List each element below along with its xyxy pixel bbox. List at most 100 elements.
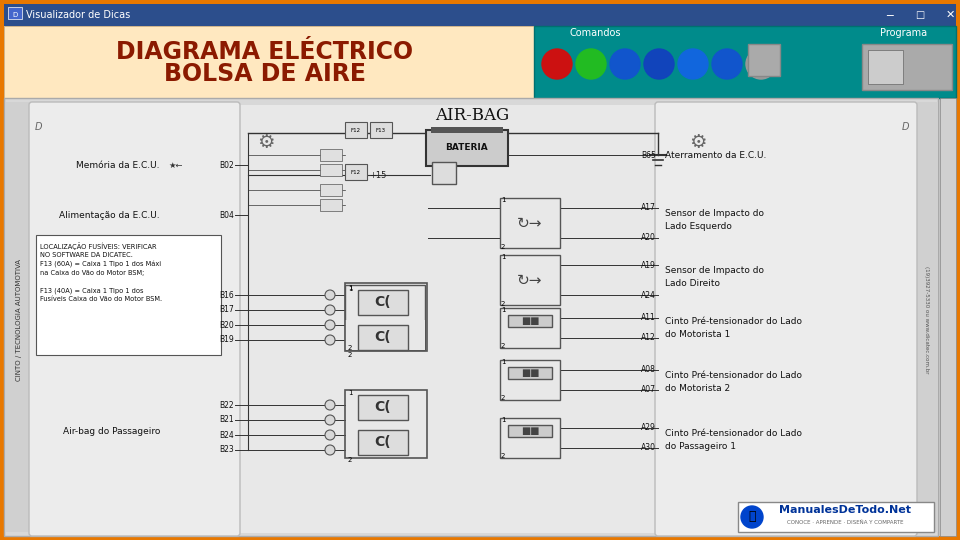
Text: Cinto Pré-tensionador do Lado
do Passageiro 1: Cinto Pré-tensionador do Lado do Passage… xyxy=(665,429,802,451)
Circle shape xyxy=(325,290,335,300)
Text: B19: B19 xyxy=(219,335,234,345)
Text: +30: +30 xyxy=(370,129,387,138)
Text: 1: 1 xyxy=(348,286,352,292)
Text: A30: A30 xyxy=(641,443,656,453)
Text: A20: A20 xyxy=(641,233,656,242)
Bar xyxy=(4,98,938,536)
Text: 2: 2 xyxy=(501,395,505,401)
Text: B23: B23 xyxy=(219,446,234,455)
Text: BOLSA DE AIRE: BOLSA DE AIRE xyxy=(164,62,366,86)
Text: Cinto Pré-tensionador do Lado
do Motorista 1: Cinto Pré-tensionador do Lado do Motoris… xyxy=(665,317,802,339)
Bar xyxy=(500,418,560,458)
Text: B21: B21 xyxy=(220,415,234,424)
Bar xyxy=(508,367,552,379)
Text: 🌐: 🌐 xyxy=(748,510,756,523)
Text: D: D xyxy=(12,12,17,18)
Bar xyxy=(431,127,503,133)
Bar xyxy=(940,98,956,536)
Text: Sensor de Impacto do
Lado Direito: Sensor de Impacto do Lado Direito xyxy=(665,266,764,288)
Bar xyxy=(868,50,903,84)
Text: ■■: ■■ xyxy=(520,316,540,326)
Bar xyxy=(738,502,934,532)
Text: F12: F12 xyxy=(351,170,361,174)
Bar xyxy=(345,164,367,180)
Text: D: D xyxy=(901,122,909,132)
Circle shape xyxy=(325,305,335,315)
Bar xyxy=(4,4,956,26)
Text: 2: 2 xyxy=(348,457,352,463)
Circle shape xyxy=(741,506,763,528)
Text: A17: A17 xyxy=(641,204,656,213)
Bar xyxy=(358,430,408,455)
Text: 1: 1 xyxy=(501,359,505,365)
Text: CINTO / TECNOLOGIA AUTOMOTIVA: CINTO / TECNOLOGIA AUTOMOTIVA xyxy=(16,259,22,381)
Text: ⚙: ⚙ xyxy=(689,133,707,152)
Text: B17: B17 xyxy=(219,306,234,314)
Circle shape xyxy=(325,335,335,345)
Circle shape xyxy=(325,415,335,425)
Text: ↻→: ↻→ xyxy=(517,273,542,287)
Bar xyxy=(345,285,425,350)
Text: AIR-BAG: AIR-BAG xyxy=(435,106,509,124)
Bar xyxy=(36,235,221,355)
Text: ✕: ✕ xyxy=(946,10,954,20)
Text: 2: 2 xyxy=(501,244,505,250)
Bar xyxy=(345,390,427,458)
Text: LOCALIZAÇÃO FUSÍVEIS: VERIFICAR
NO SOFTWARE DA DICATEC.
F13 (60A) = Caixa 1 Tipo: LOCALIZAÇÃO FUSÍVEIS: VERIFICAR NO SOFTW… xyxy=(40,242,162,302)
Bar xyxy=(370,122,392,138)
Text: □: □ xyxy=(916,10,924,20)
Text: B24: B24 xyxy=(219,430,234,440)
Text: A11: A11 xyxy=(641,314,656,322)
Text: B20: B20 xyxy=(219,321,234,329)
Bar xyxy=(426,130,508,166)
Text: 1: 1 xyxy=(501,254,505,260)
Circle shape xyxy=(325,445,335,455)
Text: B04: B04 xyxy=(219,211,234,219)
Circle shape xyxy=(712,49,742,79)
Bar xyxy=(320,184,342,196)
Bar xyxy=(345,122,367,138)
Text: ⚙: ⚙ xyxy=(257,133,275,152)
Bar xyxy=(500,360,560,400)
Text: 2: 2 xyxy=(348,345,352,351)
Text: ■■: ■■ xyxy=(520,426,540,436)
Text: 1: 1 xyxy=(348,390,352,396)
Text: A07: A07 xyxy=(641,386,656,395)
Text: C(: C( xyxy=(374,295,392,309)
Bar xyxy=(4,98,956,536)
Text: Aterramento da E.C.U.: Aterramento da E.C.U. xyxy=(665,151,766,159)
Circle shape xyxy=(325,430,335,440)
Text: 2: 2 xyxy=(348,352,352,358)
Text: Cinto Pré-tensionador do Lado
do Motorista 2: Cinto Pré-tensionador do Lado do Motoris… xyxy=(665,372,802,393)
Bar xyxy=(345,320,425,350)
Bar xyxy=(358,395,408,420)
Bar xyxy=(320,149,342,161)
Bar xyxy=(320,164,342,176)
Text: A19: A19 xyxy=(641,260,656,269)
Bar xyxy=(237,105,658,533)
Text: 2: 2 xyxy=(501,343,505,349)
Bar xyxy=(748,44,780,76)
Text: Alimentação da E.C.U.: Alimentação da E.C.U. xyxy=(60,211,160,219)
Text: F12: F12 xyxy=(351,127,361,132)
Bar xyxy=(500,308,560,348)
Circle shape xyxy=(610,49,640,79)
Circle shape xyxy=(325,320,335,330)
Text: C(: C( xyxy=(374,435,392,449)
Text: Sensor de Impacto do
Lado Esquerdo: Sensor de Impacto do Lado Esquerdo xyxy=(665,209,764,231)
Text: DIAGRAMA ELÉCTRICO: DIAGRAMA ELÉCTRICO xyxy=(116,40,414,64)
Text: A29: A29 xyxy=(641,423,656,433)
Text: Memória da E.C.U.: Memória da E.C.U. xyxy=(77,160,160,170)
Text: Comandos: Comandos xyxy=(570,28,621,38)
FancyBboxPatch shape xyxy=(29,102,240,536)
Circle shape xyxy=(576,49,606,79)
Bar xyxy=(534,26,956,98)
Text: F13: F13 xyxy=(376,127,386,132)
Text: C(: C( xyxy=(374,400,392,414)
Bar xyxy=(4,26,534,98)
Bar xyxy=(358,290,408,315)
Bar xyxy=(6,102,32,532)
Text: Visualizador de Dicas: Visualizador de Dicas xyxy=(26,10,131,20)
Text: +15: +15 xyxy=(370,171,387,179)
Bar xyxy=(345,283,427,351)
